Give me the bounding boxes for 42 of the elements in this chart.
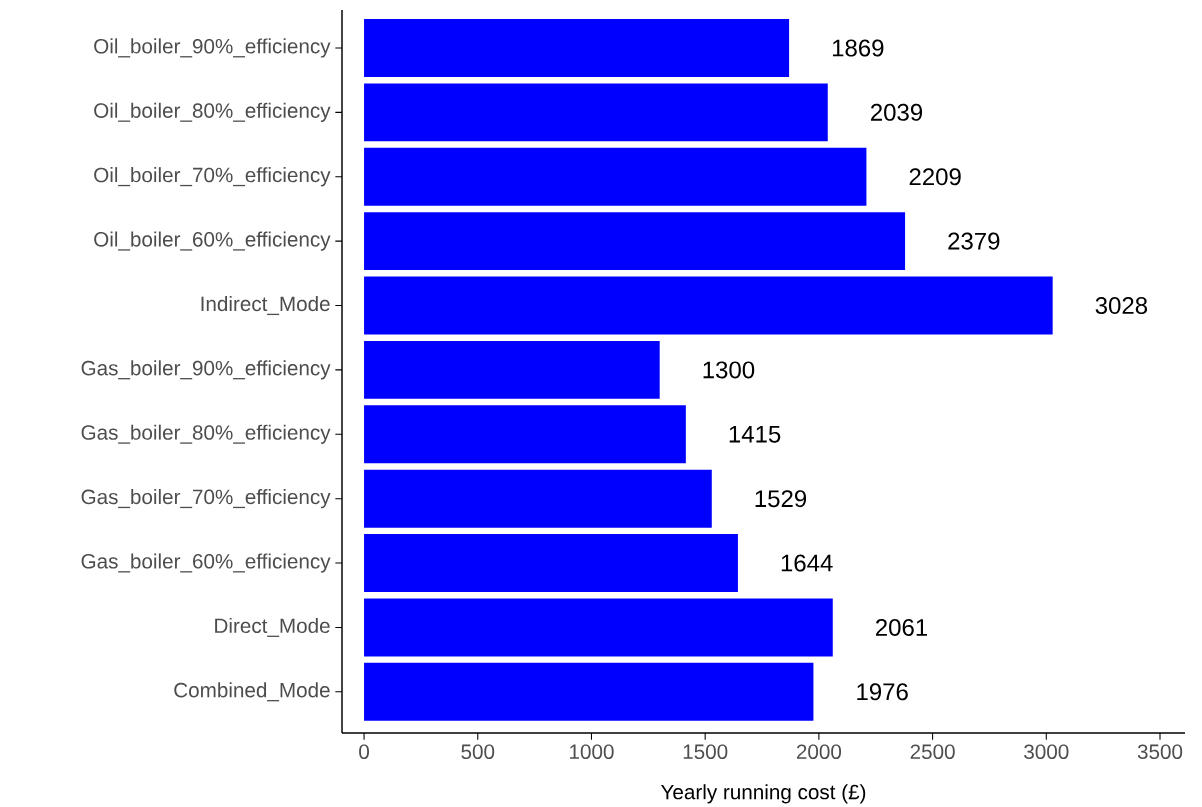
y-tick-label: Gas_boiler_60%_efficiency bbox=[81, 553, 331, 573]
bar bbox=[364, 405, 686, 464]
bar bbox=[364, 340, 660, 399]
y-tick-label: Indirect_Mode bbox=[201, 295, 330, 316]
x-tick-label: 500 bbox=[461, 744, 495, 760]
data-label: 1869 bbox=[832, 39, 884, 57]
y-tick-label: Oil_boiler_80%_efficiency bbox=[94, 102, 331, 122]
y-tick-label: Combined_Mode bbox=[174, 682, 330, 702]
data-label: 2039 bbox=[871, 103, 923, 121]
y-tick-label: Oil_boiler_60%_efficiency bbox=[94, 231, 331, 251]
data-label: 3028 bbox=[1095, 297, 1148, 315]
y-tick-label: Gas_boiler_80%_efficiency bbox=[81, 424, 331, 444]
x-tick-label: 3500 bbox=[1137, 744, 1183, 760]
y-tick-label: Oil_boiler_90%_efficiency bbox=[94, 38, 331, 58]
data-label: 1415 bbox=[729, 425, 781, 443]
bar bbox=[364, 662, 814, 721]
bar bbox=[364, 276, 1053, 335]
x-tick-label: 3000 bbox=[1024, 744, 1069, 760]
x-tick-label: 1000 bbox=[570, 744, 614, 760]
data-label: 2379 bbox=[948, 232, 1000, 250]
data-label: 1300 bbox=[703, 361, 755, 379]
data-label: 1529 bbox=[755, 490, 807, 508]
bar bbox=[364, 83, 828, 142]
x-axis-title: Yearly running cost (£) bbox=[660, 784, 866, 804]
data-label: 2209 bbox=[909, 168, 961, 186]
y-tick-label: Direct_Mode bbox=[215, 617, 330, 637]
x-tick-label: 1500 bbox=[683, 744, 728, 760]
x-tick-label: 2000 bbox=[796, 744, 842, 760]
y-tick-label: Oil_boiler_70%_efficiency bbox=[94, 167, 331, 187]
data-label: 2061 bbox=[876, 618, 927, 636]
bar bbox=[364, 469, 712, 528]
y-tick-label: Gas_boiler_90%_efficiency bbox=[81, 360, 331, 380]
data-label: 1976 bbox=[857, 683, 908, 701]
bar bbox=[364, 19, 790, 77]
data-label: 1644 bbox=[781, 554, 833, 572]
y-tick-label: Gas_boiler_70%_efficiency bbox=[81, 489, 331, 509]
bar bbox=[364, 212, 906, 271]
x-tick-label: 0 bbox=[359, 744, 369, 760]
bar bbox=[364, 598, 833, 657]
bar bbox=[364, 534, 738, 593]
x-tick-label: 2500 bbox=[910, 744, 955, 760]
bar bbox=[364, 147, 867, 206]
